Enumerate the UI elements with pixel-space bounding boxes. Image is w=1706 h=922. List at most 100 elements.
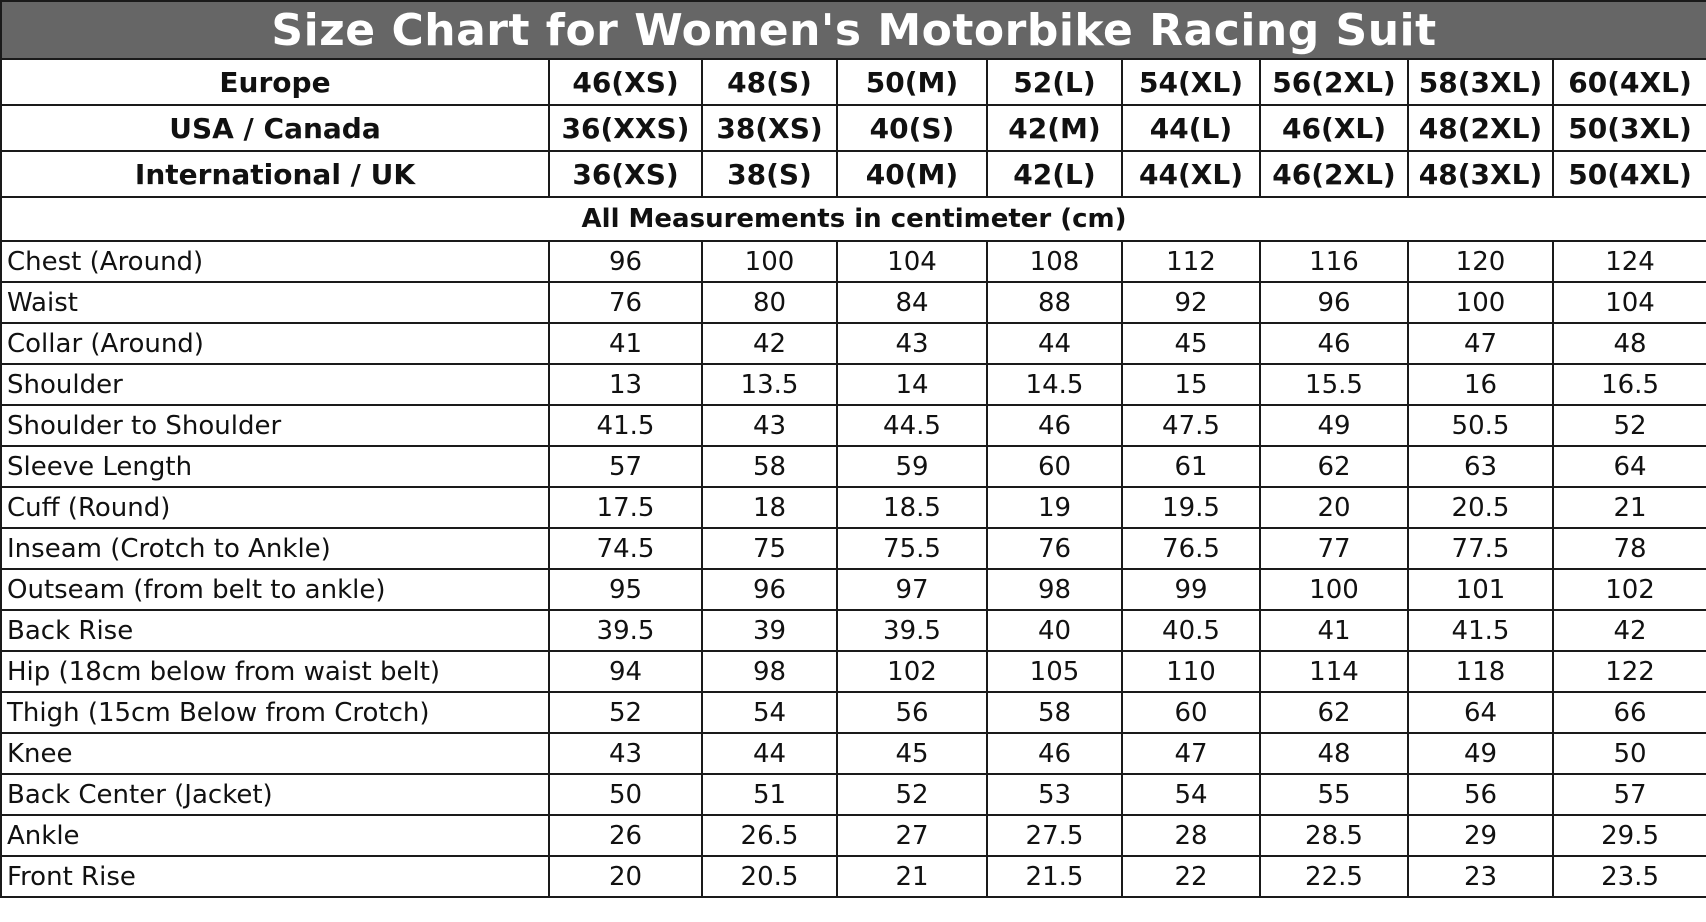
measurement-label: Thigh (15cm Below from Crotch) bbox=[0, 691, 550, 734]
measurement-value: 52 bbox=[1551, 404, 1706, 447]
size-cell: 50(3XL) bbox=[1551, 104, 1706, 152]
size-cell: 36(XXS) bbox=[548, 104, 703, 152]
measurement-value: 104 bbox=[1551, 281, 1706, 324]
measurement-value: 57 bbox=[548, 445, 703, 488]
measurement-value: 49 bbox=[1259, 404, 1409, 447]
measurement-value: 23.5 bbox=[1551, 855, 1706, 898]
measurement-value: 28.5 bbox=[1259, 814, 1409, 857]
measurement-value: 22 bbox=[1121, 855, 1261, 898]
measurement-value: 43 bbox=[548, 732, 703, 775]
measurement-value: 49 bbox=[1407, 732, 1554, 775]
size-system-row-international-uk: International / UK 36(XS) 38(S) 40(M) 42(L) 4… bbox=[0, 150, 1706, 198]
measurement-label: Shoulder bbox=[0, 363, 550, 406]
measurement-label: Back Rise bbox=[0, 609, 550, 652]
measurement-label: Sleeve Length bbox=[0, 445, 550, 488]
measurement-value: 78 bbox=[1551, 527, 1706, 570]
measurement-value: 64 bbox=[1551, 445, 1706, 488]
measurement-value: 76 bbox=[548, 281, 703, 324]
size-cell: 46(XS) bbox=[548, 58, 703, 106]
measurement-row-front-rise: Front Rise 20 20.5 21 21.5 22 22.5 23 23.5 bbox=[0, 855, 1706, 898]
measurement-value: 16.5 bbox=[1551, 363, 1706, 406]
measurement-value: 29.5 bbox=[1551, 814, 1706, 857]
measurement-value: 54 bbox=[1121, 773, 1261, 816]
size-cell: 38(XS) bbox=[701, 104, 838, 152]
size-cell: 42(M) bbox=[986, 104, 1123, 152]
measurement-label: Cuff (Round) bbox=[0, 486, 550, 529]
measurement-value: 27 bbox=[836, 814, 988, 857]
chart-title: Size Chart for Women's Motorbike Racing … bbox=[0, 0, 1706, 60]
measurement-value: 56 bbox=[1407, 773, 1554, 816]
measurement-label: Front Rise bbox=[0, 855, 550, 898]
measurement-label: Chest (Around) bbox=[0, 240, 550, 283]
size-system-row-europe: Europe 46(XS) 48(S) 50(M) 52(L) 54(XL) 56(2XL)… bbox=[0, 58, 1706, 106]
measurement-row-knee: Knee 43 44 45 46 47 48 49 50 bbox=[0, 732, 1706, 775]
size-system-label: Europe bbox=[0, 58, 550, 106]
measurement-value: 45 bbox=[836, 732, 988, 775]
measurement-value: 55 bbox=[1259, 773, 1409, 816]
measurement-value: 116 bbox=[1259, 240, 1409, 283]
measurement-value: 46 bbox=[1259, 322, 1409, 365]
measurement-row-shoulder: Shoulder 13 13.5 14 14.5 15 15.5 16 16.5 bbox=[0, 363, 1706, 406]
measurement-value: 39.5 bbox=[836, 609, 988, 652]
measurement-value: 40 bbox=[986, 609, 1123, 652]
measurement-value: 18 bbox=[701, 486, 838, 529]
measurement-value: 88 bbox=[986, 281, 1123, 324]
measurement-row-inseam-crotch-to-ankle: Inseam (Crotch to Ankle) 74.5 75 75.5 76 76.5… bbox=[0, 527, 1706, 570]
size-cell: 48(3XL) bbox=[1407, 150, 1554, 198]
size-chart-body: Size Chart for Women's Motorbike Racing … bbox=[0, 0, 1706, 898]
measurement-value: 19 bbox=[986, 486, 1123, 529]
measurement-row-back-center-jacket: Back Center (Jacket) 50 51 52 53 54 55 56 57 bbox=[0, 773, 1706, 816]
measurement-value: 102 bbox=[1551, 568, 1706, 611]
measurement-value: 43 bbox=[836, 322, 988, 365]
measurement-row-thigh-15cm-below-from-crotch: Thigh (15cm Below from Crotch) 52 54 56 58 60… bbox=[0, 691, 1706, 734]
size-cell: 44(L) bbox=[1121, 104, 1261, 152]
measurement-value: 77.5 bbox=[1407, 527, 1554, 570]
size-system-label: USA / Canada bbox=[0, 104, 550, 152]
measurement-value: 20.5 bbox=[701, 855, 838, 898]
measurement-value: 102 bbox=[836, 650, 988, 693]
measurement-value: 15.5 bbox=[1259, 363, 1409, 406]
measurement-value: 21 bbox=[1551, 486, 1706, 529]
measurement-value: 122 bbox=[1551, 650, 1706, 693]
measurement-row-outseam-from-belt-to-ankle: Outseam (from belt to ankle) 95 96 97 98 99 10… bbox=[0, 568, 1706, 611]
measurement-value: 29 bbox=[1407, 814, 1554, 857]
size-system-row-usa-canada: USA / Canada 36(XXS) 38(XS) 40(S) 42(M) 44(L)… bbox=[0, 104, 1706, 152]
measurement-value: 100 bbox=[1259, 568, 1409, 611]
measurement-value: 26.5 bbox=[701, 814, 838, 857]
measurement-value: 45 bbox=[1121, 322, 1261, 365]
measurement-value: 105 bbox=[986, 650, 1123, 693]
measurement-value: 74.5 bbox=[548, 527, 703, 570]
measurement-row-waist: Waist 76 80 84 88 92 96 100 104 bbox=[0, 281, 1706, 324]
size-chart-table: Size Chart for Women's Motorbike Racing … bbox=[0, 0, 1706, 898]
measurement-value: 96 bbox=[701, 568, 838, 611]
measurement-value: 62 bbox=[1259, 691, 1409, 734]
measurement-value: 42 bbox=[701, 322, 838, 365]
measurement-value: 44 bbox=[986, 322, 1123, 365]
size-cell: 50(M) bbox=[836, 58, 988, 106]
measurement-value: 50.5 bbox=[1407, 404, 1554, 447]
measurement-value: 64 bbox=[1407, 691, 1554, 734]
size-cell: 48(S) bbox=[701, 58, 838, 106]
measurement-value: 60 bbox=[986, 445, 1123, 488]
measurement-value: 92 bbox=[1121, 281, 1261, 324]
measurement-value: 96 bbox=[1259, 281, 1409, 324]
measurement-value: 28 bbox=[1121, 814, 1261, 857]
measurement-value: 47.5 bbox=[1121, 404, 1261, 447]
measurement-value: 76.5 bbox=[1121, 527, 1261, 570]
measurement-value: 84 bbox=[836, 281, 988, 324]
measurement-value: 52 bbox=[836, 773, 988, 816]
measurement-value: 58 bbox=[701, 445, 838, 488]
measurement-label: Collar (Around) bbox=[0, 322, 550, 365]
size-cell: 54(XL) bbox=[1121, 58, 1261, 106]
measurement-label: Shoulder to Shoulder bbox=[0, 404, 550, 447]
size-cell: 56(2XL) bbox=[1259, 58, 1409, 106]
measurement-value: 15 bbox=[1121, 363, 1261, 406]
measurement-value: 39 bbox=[701, 609, 838, 652]
measurement-value: 13 bbox=[548, 363, 703, 406]
size-cell: 60(4XL) bbox=[1551, 58, 1706, 106]
measurement-value: 63 bbox=[1407, 445, 1554, 488]
measurement-value: 62 bbox=[1259, 445, 1409, 488]
measurement-value: 21.5 bbox=[986, 855, 1123, 898]
measurement-value: 100 bbox=[701, 240, 838, 283]
measurement-value: 75.5 bbox=[836, 527, 988, 570]
